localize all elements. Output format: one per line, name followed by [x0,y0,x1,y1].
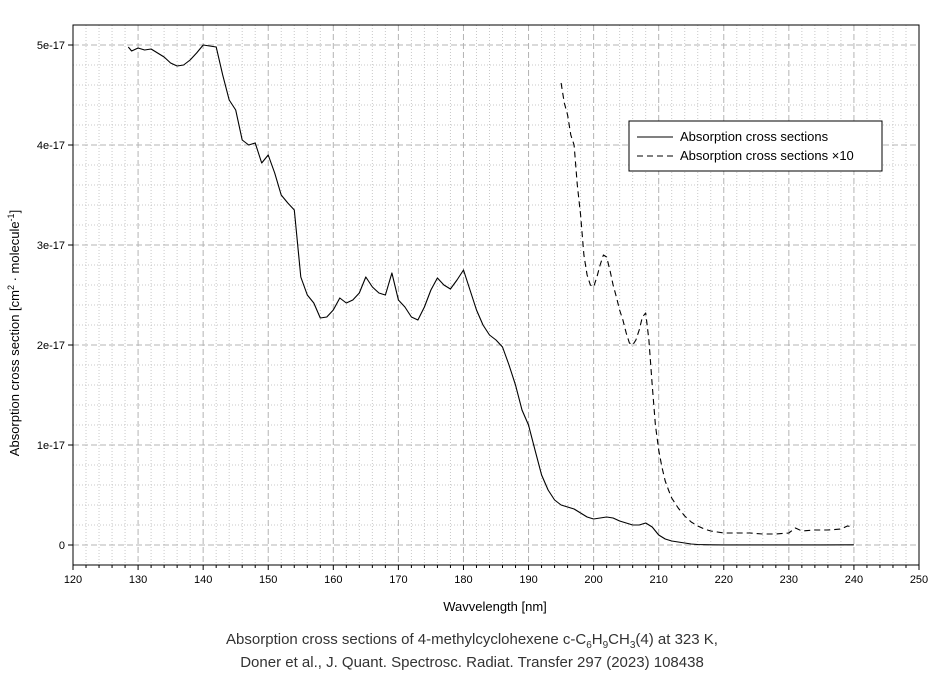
caption-line-2: Doner et al., J. Quant. Spectrosc. Radia… [240,654,704,671]
grid [73,25,919,565]
series-group [127,44,854,546]
axes: 120 130 140 150 160 170 180 190 200 210 220 230 240 2… [37,40,928,586]
x-tick-label: 190 [519,574,537,586]
x-tick-label: 170 [389,574,407,586]
legend: Absorption cross sections Absorption cro… [628,120,883,172]
x-tick-label: 120 [64,574,82,586]
x-tick-label: 220 [715,574,733,586]
absorption-chart: 120 130 140 150 160 170 180 190 200 210 220 230 240 2… [6,24,928,614]
x-tick-label: 230 [780,574,798,586]
x-axis-label: Wavvelength [nm] [443,599,547,614]
y-tick-label: 2e-17 [37,340,65,352]
x-tick-label: 140 [194,574,212,586]
legend-label-series-2: Absorption cross sections ×10 [680,148,854,163]
y-tick-label: 1e-17 [37,440,65,452]
x-tick-label: 130 [129,574,147,586]
caption-line-1: Absorption cross sections of 4-methylcyc… [226,631,718,651]
series-line-1 [127,44,854,546]
legend-label-series-1: Absorption cross sections [680,129,829,144]
legend-box [628,120,883,172]
x-tick-label: 160 [324,574,342,586]
x-tick-label: 240 [845,574,863,586]
y-axis-label: Absorption cross section [cm2 · molecule… [6,210,22,456]
x-tick-label: 150 [259,574,277,586]
y-tick-label: 4e-17 [37,140,65,152]
series-line-2 [560,82,854,535]
plot-frame [72,24,920,566]
x-tick-label: 210 [650,574,668,586]
x-tick-label: 250 [910,574,928,586]
y-tick-label: 5e-17 [37,40,65,52]
y-tick-label: 0 [59,540,65,552]
x-tick-label: 180 [454,574,472,586]
x-tick-label: 200 [584,574,602,586]
y-tick-label: 3e-17 [37,240,65,252]
